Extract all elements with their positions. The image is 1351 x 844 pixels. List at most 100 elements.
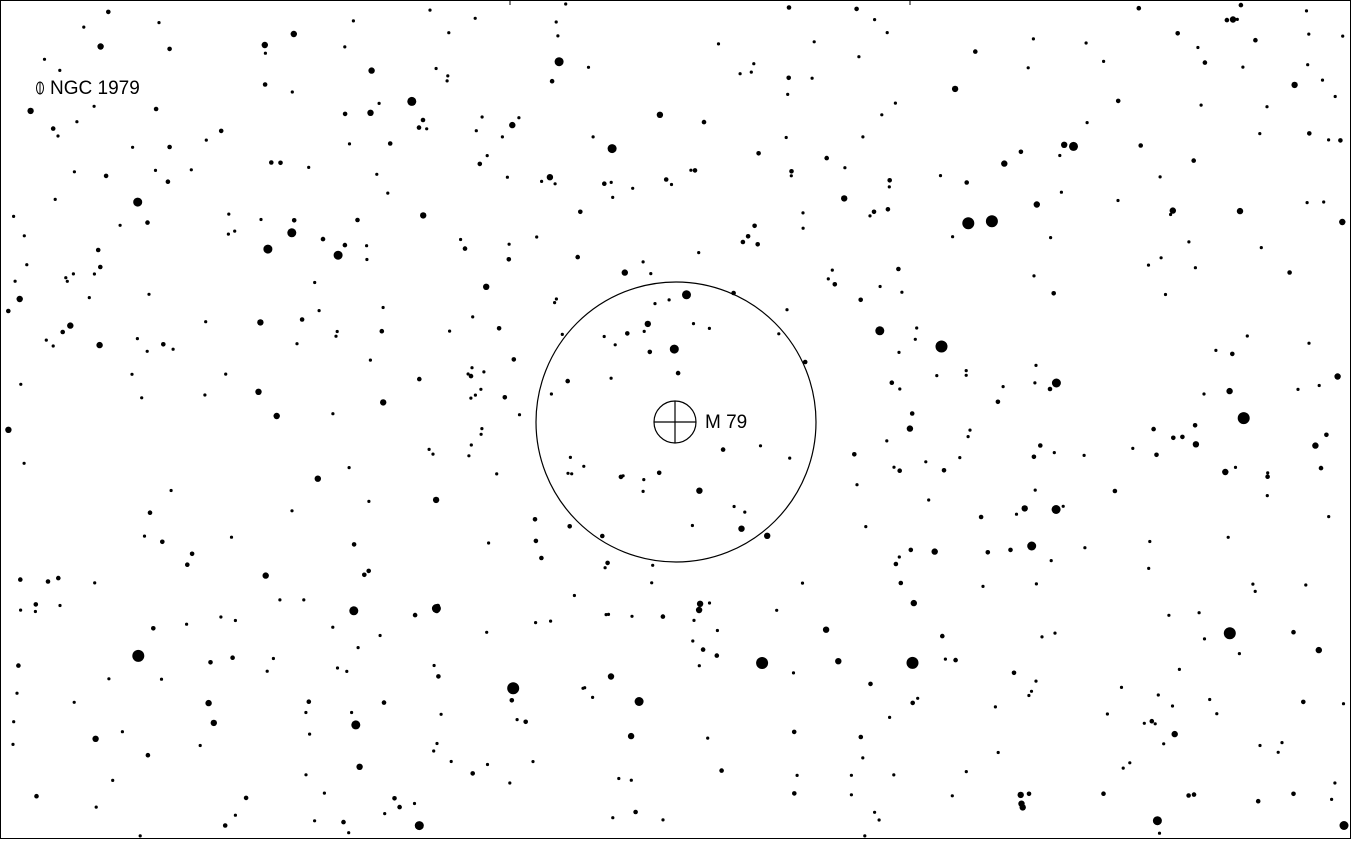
star bbox=[631, 186, 635, 190]
star bbox=[1237, 412, 1250, 425]
star bbox=[111, 778, 115, 783]
star bbox=[1101, 791, 1106, 796]
star bbox=[993, 705, 998, 709]
star bbox=[142, 534, 147, 538]
star bbox=[1255, 798, 1261, 804]
star bbox=[469, 396, 473, 400]
star bbox=[740, 239, 746, 245]
star bbox=[801, 211, 805, 215]
star bbox=[941, 468, 947, 473]
star bbox=[554, 297, 559, 301]
star bbox=[1215, 712, 1219, 716]
star bbox=[935, 374, 939, 378]
star bbox=[95, 247, 101, 253]
star bbox=[660, 614, 666, 619]
star bbox=[609, 376, 613, 380]
star bbox=[377, 101, 381, 105]
star bbox=[19, 382, 23, 386]
star bbox=[169, 488, 173, 493]
star bbox=[295, 342, 299, 346]
star bbox=[473, 16, 477, 20]
star bbox=[1265, 474, 1270, 480]
star bbox=[58, 68, 62, 72]
star bbox=[1259, 246, 1263, 250]
star bbox=[958, 456, 962, 460]
star bbox=[802, 359, 808, 365]
star bbox=[732, 504, 736, 509]
star bbox=[1192, 441, 1200, 448]
star bbox=[448, 329, 452, 333]
star bbox=[868, 214, 872, 218]
star bbox=[118, 223, 122, 227]
star bbox=[56, 575, 61, 581]
star bbox=[630, 614, 634, 618]
star bbox=[313, 819, 317, 823]
star bbox=[1027, 541, 1037, 551]
star bbox=[756, 151, 761, 156]
star bbox=[1001, 160, 1008, 167]
star bbox=[313, 280, 317, 285]
star bbox=[607, 673, 615, 680]
star bbox=[617, 776, 621, 781]
star bbox=[605, 560, 610, 566]
star bbox=[198, 743, 202, 748]
star bbox=[255, 388, 262, 395]
star bbox=[910, 700, 915, 706]
star bbox=[341, 819, 346, 825]
star bbox=[291, 218, 297, 223]
star bbox=[347, 142, 352, 146]
star bbox=[1241, 65, 1245, 69]
star bbox=[1149, 718, 1155, 724]
star bbox=[96, 341, 103, 349]
star bbox=[701, 119, 707, 125]
star bbox=[611, 195, 615, 199]
star bbox=[189, 551, 195, 557]
star bbox=[509, 698, 515, 703]
star bbox=[835, 658, 842, 665]
star bbox=[1317, 383, 1321, 388]
star bbox=[1021, 505, 1028, 512]
star bbox=[365, 257, 369, 262]
star bbox=[644, 320, 651, 328]
star bbox=[653, 302, 657, 306]
star bbox=[1171, 435, 1176, 441]
star bbox=[517, 116, 521, 120]
star bbox=[151, 626, 156, 631]
star bbox=[505, 175, 509, 179]
star bbox=[1167, 613, 1171, 617]
star bbox=[97, 43, 104, 50]
star bbox=[347, 831, 351, 835]
star bbox=[265, 669, 269, 673]
star bbox=[786, 5, 792, 10]
star bbox=[120, 730, 124, 734]
star bbox=[278, 598, 282, 602]
star bbox=[854, 6, 859, 12]
star bbox=[1029, 689, 1034, 693]
star bbox=[1102, 59, 1106, 64]
star bbox=[1152, 816, 1162, 826]
star bbox=[161, 342, 166, 347]
star bbox=[1318, 465, 1324, 471]
star bbox=[167, 46, 172, 52]
star bbox=[130, 372, 134, 376]
star bbox=[157, 21, 161, 25]
star bbox=[582, 464, 586, 468]
star bbox=[738, 72, 742, 76]
star bbox=[533, 538, 539, 544]
star bbox=[233, 813, 237, 817]
star bbox=[985, 550, 991, 555]
star bbox=[642, 329, 646, 333]
star bbox=[795, 773, 799, 778]
star bbox=[204, 138, 208, 142]
star bbox=[534, 621, 538, 625]
star bbox=[566, 471, 570, 475]
star bbox=[71, 272, 75, 276]
star bbox=[159, 677, 164, 681]
star bbox=[495, 472, 499, 476]
star bbox=[964, 369, 968, 373]
star bbox=[1170, 704, 1175, 708]
star bbox=[64, 276, 68, 280]
star bbox=[1258, 132, 1262, 136]
star bbox=[1229, 16, 1237, 23]
star bbox=[407, 96, 417, 106]
